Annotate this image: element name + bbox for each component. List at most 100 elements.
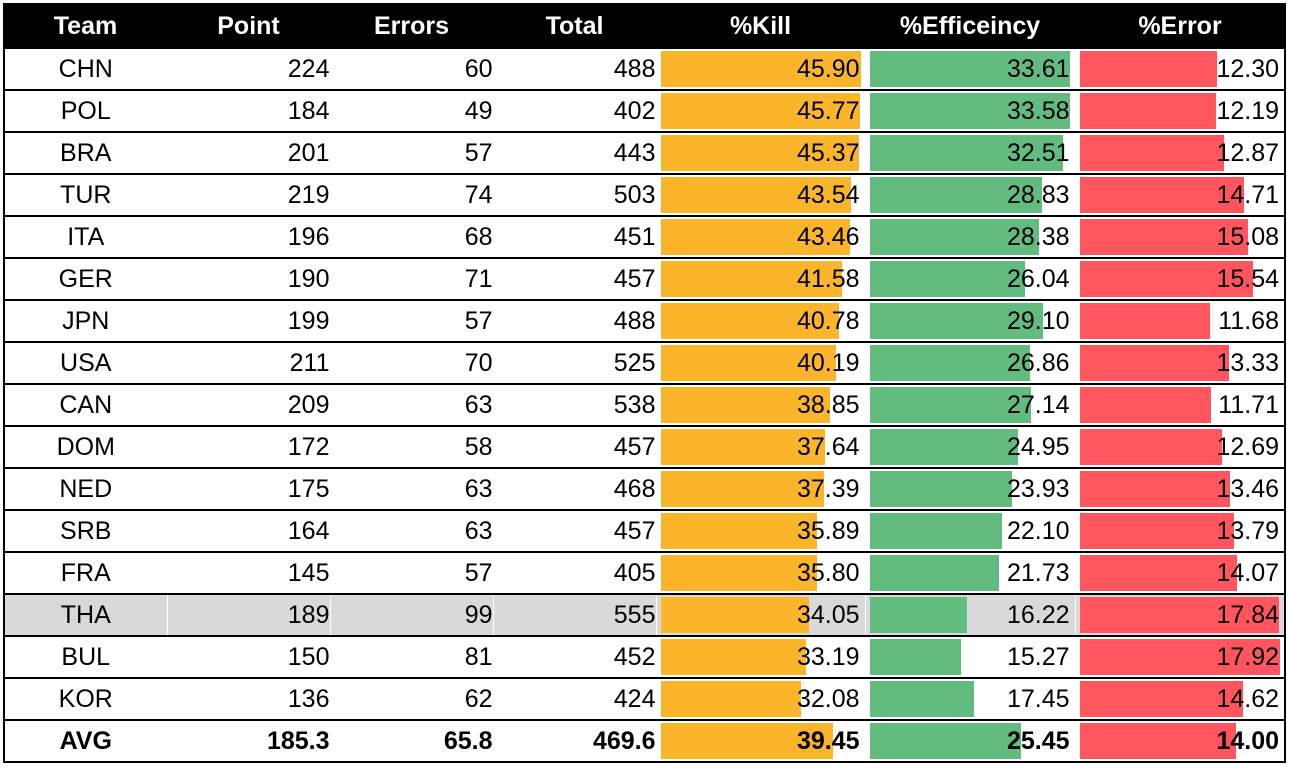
kill-value: 38.85 bbox=[796, 390, 860, 419]
cell-kill-percent: 40.78 bbox=[655, 299, 866, 343]
error-value: 14.00 bbox=[1216, 726, 1279, 755]
table-row: CAN 209 63 538 38.85 27.14 11.71 bbox=[3, 383, 1286, 427]
cell-errors: 63 bbox=[329, 383, 494, 427]
cell-total: 457 bbox=[492, 509, 657, 553]
cell-kill-percent: 45.37 bbox=[655, 131, 866, 175]
kill-value: 45.77 bbox=[796, 96, 860, 125]
cell-errors: 58 bbox=[329, 425, 494, 469]
cell-total: 555 bbox=[492, 593, 657, 637]
efficiency-value: 27.14 bbox=[1006, 390, 1070, 419]
cell-point: 184 bbox=[166, 89, 331, 133]
header-team: Team bbox=[3, 3, 168, 49]
cell-kill-percent: 45.77 bbox=[655, 89, 866, 133]
cell-efficiency-percent: 33.61 bbox=[864, 47, 1076, 91]
efficiency-data-bar bbox=[869, 639, 961, 675]
cell-error-percent: 11.71 bbox=[1074, 383, 1286, 427]
error-data-bar bbox=[1079, 639, 1280, 675]
table-row: BRA 201 57 443 45.37 32.51 12.87 bbox=[3, 131, 1286, 175]
error-data-bar bbox=[1079, 471, 1230, 507]
cell-total: 525 bbox=[492, 341, 657, 385]
efficiency-value: 29.10 bbox=[1006, 306, 1070, 335]
kill-data-bar bbox=[660, 387, 830, 423]
efficiency-value: 26.04 bbox=[1006, 264, 1070, 293]
cell-error-percent: 12.69 bbox=[1074, 425, 1286, 469]
kill-data-bar bbox=[660, 723, 833, 759]
table-row: FRA 145 57 405 35.80 21.73 14.07 bbox=[3, 551, 1286, 595]
cell-team: BUL bbox=[3, 635, 168, 679]
kill-data-bar bbox=[660, 429, 825, 465]
error-data-bar bbox=[1079, 303, 1210, 339]
cell-errors: 57 bbox=[329, 551, 494, 595]
error-value: 12.19 bbox=[1216, 96, 1279, 125]
cell-kill-percent: 43.54 bbox=[655, 173, 866, 217]
cell-efficiency-percent: 28.83 bbox=[864, 173, 1076, 217]
kill-value: 40.78 bbox=[796, 306, 860, 335]
cell-errors: 68 bbox=[329, 215, 494, 259]
error-value: 13.46 bbox=[1216, 474, 1279, 503]
kill-data-bar bbox=[660, 93, 860, 129]
kill-value: 43.46 bbox=[796, 222, 860, 251]
cell-kill-percent: 35.89 bbox=[655, 509, 866, 553]
efficiency-data-bar bbox=[869, 219, 1039, 255]
efficiency-data-bar bbox=[869, 387, 1031, 423]
efficiency-data-bar bbox=[869, 303, 1043, 339]
cell-error-percent: 13.79 bbox=[1074, 509, 1286, 553]
efficiency-data-bar bbox=[869, 345, 1030, 381]
cell-total: 452 bbox=[492, 635, 657, 679]
cell-kill-percent: 34.05 bbox=[655, 593, 866, 637]
cell-kill-percent: 45.90 bbox=[655, 47, 866, 91]
cell-efficiency-percent: 32.51 bbox=[864, 131, 1076, 175]
cell-efficiency-percent: 24.95 bbox=[864, 425, 1076, 469]
kill-value: 37.64 bbox=[796, 432, 860, 461]
header-point: Point bbox=[166, 3, 331, 49]
efficiency-value: 16.22 bbox=[1006, 600, 1070, 629]
table-row: DOM 172 58 457 37.64 24.95 12.69 bbox=[3, 425, 1286, 469]
efficiency-data-bar bbox=[869, 723, 1021, 759]
kill-data-bar bbox=[660, 135, 859, 171]
header-kill-percent: %Kill bbox=[655, 3, 866, 49]
error-value: 17.84 bbox=[1216, 600, 1279, 629]
cell-kill-percent: 33.19 bbox=[655, 635, 866, 679]
efficiency-data-bar bbox=[869, 51, 1070, 87]
cell-team: GER bbox=[3, 257, 168, 301]
cell-efficiency-percent: 22.10 bbox=[864, 509, 1076, 553]
efficiency-value: 15.27 bbox=[1006, 642, 1070, 671]
cell-team: ITA bbox=[3, 215, 168, 259]
table-body: CHN 224 60 488 45.90 33.61 12.30 POL 184 49 402 45.… bbox=[3, 47, 1286, 763]
cell-point: 224 bbox=[166, 47, 331, 91]
cell-total: 488 bbox=[492, 47, 657, 91]
cell-team: CAN bbox=[3, 383, 168, 427]
kill-value: 37.39 bbox=[796, 474, 860, 503]
error-value: 14.71 bbox=[1216, 180, 1279, 209]
cell-team: DOM bbox=[3, 425, 168, 469]
header-total: Total bbox=[492, 3, 657, 49]
error-data-bar bbox=[1079, 93, 1216, 129]
table-row: CHN 224 60 488 45.90 33.61 12.30 bbox=[3, 47, 1286, 91]
efficiency-value: 32.51 bbox=[1006, 138, 1070, 167]
cell-point: 175 bbox=[166, 467, 331, 511]
cell-efficiency-percent: 23.93 bbox=[864, 467, 1076, 511]
cell-error-percent: 17.84 bbox=[1074, 593, 1286, 637]
kill-value: 35.80 bbox=[796, 558, 860, 587]
cell-efficiency-percent: 25.45 bbox=[864, 719, 1076, 763]
efficiency-data-bar bbox=[869, 555, 999, 591]
table-row: USA 211 70 525 40.19 26.86 13.33 bbox=[3, 341, 1286, 385]
efficiency-value: 24.95 bbox=[1006, 432, 1070, 461]
cell-team: CHN bbox=[3, 47, 168, 91]
kill-value: 33.19 bbox=[796, 642, 860, 671]
cell-point: 145 bbox=[166, 551, 331, 595]
cell-error-percent: 15.08 bbox=[1074, 215, 1286, 259]
cell-error-percent: 12.30 bbox=[1074, 47, 1286, 91]
error-data-bar bbox=[1079, 135, 1224, 171]
table-row: SRB 164 63 457 35.89 22.10 13.79 bbox=[3, 509, 1286, 553]
efficiency-value: 25.45 bbox=[1006, 726, 1070, 755]
efficiency-data-bar bbox=[869, 261, 1025, 297]
cell-error-percent: 11.68 bbox=[1074, 299, 1286, 343]
error-data-bar bbox=[1079, 219, 1248, 255]
error-value: 14.07 bbox=[1216, 558, 1279, 587]
cell-team: SRB bbox=[3, 509, 168, 553]
cell-errors: 99 bbox=[329, 593, 494, 637]
cell-total: 457 bbox=[492, 257, 657, 301]
cell-efficiency-percent: 26.04 bbox=[864, 257, 1076, 301]
cell-point: 201 bbox=[166, 131, 331, 175]
